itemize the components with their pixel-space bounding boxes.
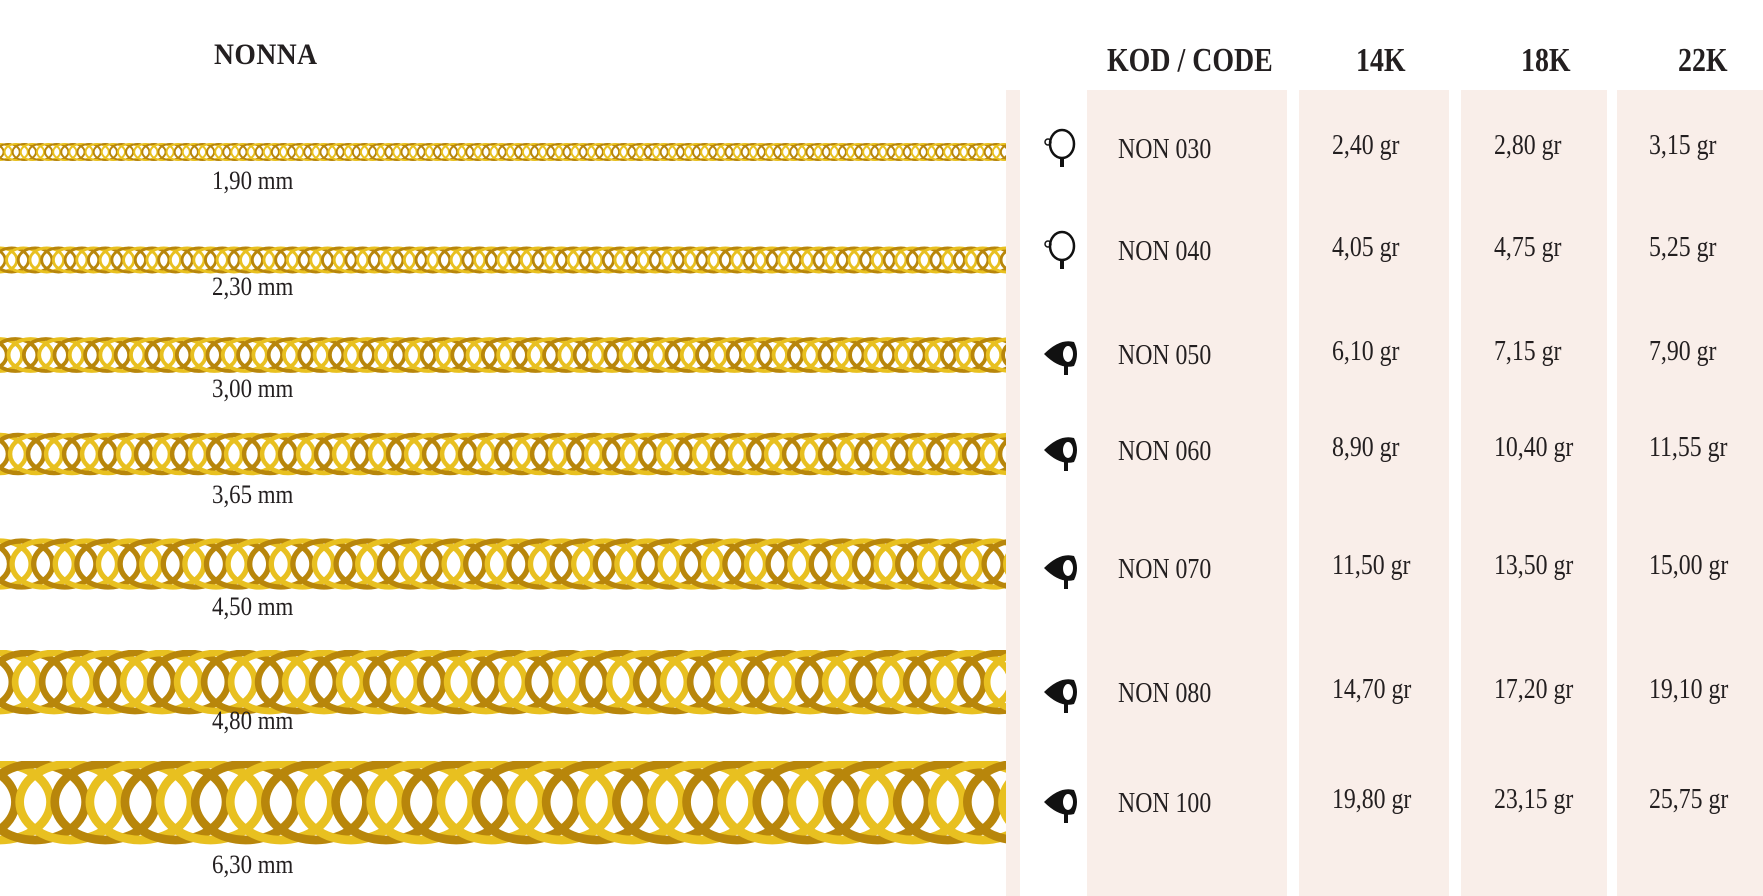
weight-22k-cell: 5,25 gr [1649,232,1717,263]
chain-link [991,143,1006,161]
chain-link [999,144,1006,160]
weight-18k-cell: 23,15 gr [1494,784,1574,815]
code-cell: NON 100 [1118,788,1212,819]
chain-image [0,337,1006,373]
chain-width-label: 2,30 mm [212,272,294,301]
weight-22k-cell: 7,90 gr [1649,336,1717,367]
header-18k: 18K [1521,42,1571,79]
chain-image [0,246,1006,274]
chain-width-label: 1,90 mm [212,166,294,195]
chain-width-label: 4,50 mm [212,592,294,621]
chain-image [0,143,1006,161]
chain-link [985,337,1006,373]
code-cell: NON 060 [1118,436,1212,467]
weight-22k-cell: 3,15 gr [1649,130,1717,161]
chain-link [976,246,1006,274]
weight-14k-cell: 2,40 gr [1332,130,1400,161]
chain-link [961,432,1006,476]
k18-column-bg [1461,90,1607,896]
chain-link [959,538,1006,590]
chain-link [956,650,1006,715]
weight-14k-cell: 6,10 gr [1332,336,1400,367]
chain-image [0,432,1006,476]
chain-link [981,539,1006,589]
chain-link [963,761,1006,844]
weight-22k-cell: 19,10 gr [1649,674,1729,705]
weight-14k-cell: 14,70 gr [1332,674,1412,705]
weight-14k-cell: 19,80 gr [1332,784,1412,815]
chain-link [987,246,1006,274]
chain-link [983,653,1006,711]
weight-18k-cell: 2,80 gr [1494,130,1562,161]
chain-image [0,538,1006,590]
weight-18k-cell: 4,75 gr [1494,232,1562,263]
k14-column-bg [1299,90,1449,896]
chain-link [999,249,1006,271]
lobster-clasp-icon [1044,789,1077,823]
product-title: NONNA [214,38,318,71]
chain-link [970,337,1006,373]
chain-link [929,650,1006,715]
chain-image [0,650,1006,715]
code-cell: NON 080 [1118,678,1212,709]
chain-width-label: 6,30 mm [212,850,294,879]
code-cell: NON 070 [1118,554,1212,585]
weight-14k-cell: 11,50 gr [1332,550,1411,581]
header-22k: 22K [1678,42,1728,79]
code-column-bg [1087,90,1287,896]
header-14k: 14K [1356,42,1406,79]
weight-18k-cell: 13,50 gr [1494,550,1574,581]
k22-column-bg [1617,90,1763,896]
lobster-clasp-icon [1044,679,1077,713]
lobster-clasp-icon [1044,341,1077,375]
weight-18k-cell: 17,20 gr [1494,674,1574,705]
chain-link [998,780,1006,824]
weight-22k-cell: 25,75 gr [1649,784,1729,815]
divider-strip [1006,90,1020,896]
chain-width-label: 3,00 mm [212,374,294,403]
code-cell: NON 040 [1118,236,1212,267]
lobster-clasp-icon [1044,437,1077,471]
weight-18k-cell: 7,15 gr [1494,336,1562,367]
weight-22k-cell: 11,55 gr [1649,432,1728,463]
spring-ring-clasp-icon [1044,128,1076,167]
code-cell: NON 050 [1118,340,1212,371]
chain-link [979,432,1006,476]
header-code: KOD / CODE [1107,42,1273,79]
chain-image [0,761,1006,845]
chain-link [997,439,1006,469]
chain-link [983,143,1006,161]
weight-22k-cell: 15,00 gr [1649,550,1729,581]
chain-width-label: 4,80 mm [212,706,294,735]
chain-link [927,761,1006,845]
chain-link [1001,344,1006,366]
lobster-clasp-icon [1044,555,1077,589]
code-cell: NON 030 [1118,134,1212,165]
chain-width-label: 3,65 mm [212,480,294,509]
weight-14k-cell: 4,05 gr [1332,232,1400,263]
weight-18k-cell: 10,40 gr [1494,432,1574,463]
spring-ring-clasp-icon [1044,230,1076,269]
weight-14k-cell: 8,90 gr [1332,432,1400,463]
